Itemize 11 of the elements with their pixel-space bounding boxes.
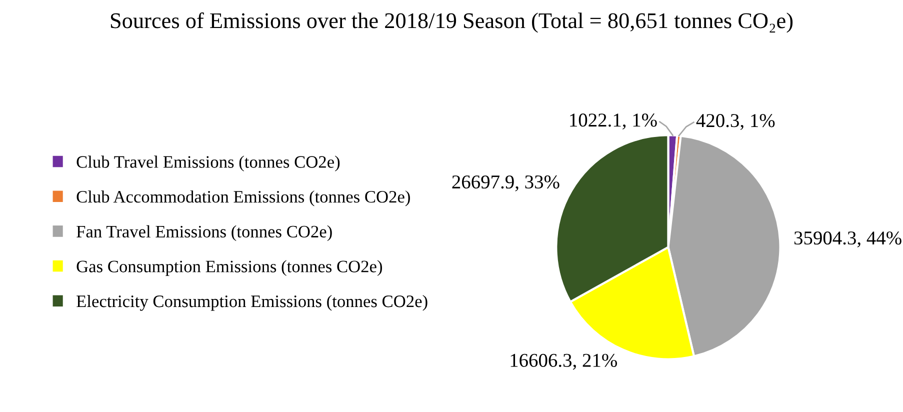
data-label: 420.3, 1% bbox=[696, 114, 775, 130]
chart-title: Sources of Emissions over the 2018/19 Season (Total = 80,651 tonnes CO₂e) bbox=[110, 12, 793, 33]
legend-label: Fan Travel Emissions (tonnes CO2e) bbox=[76, 225, 332, 242]
legend-label: Club Accommodation Emissions (tonnes CO2e) bbox=[76, 190, 410, 206]
data-label: 35904.3, 44% bbox=[794, 231, 902, 248]
data-label: 26697.9, 33% bbox=[452, 175, 560, 192]
data-label: 1022.1, 1% bbox=[570, 114, 657, 130]
legend-label: Electricity Consumption Emissions (tonnes CO2e) bbox=[76, 294, 428, 311]
legend-label: Club Travel Emissions (tonnes CO2e) bbox=[76, 156, 340, 172]
legend-label: Gas Consumption Emissions (tonnes CO2e) bbox=[76, 260, 382, 276]
data-label: 16606.3, 21% bbox=[510, 354, 617, 370]
